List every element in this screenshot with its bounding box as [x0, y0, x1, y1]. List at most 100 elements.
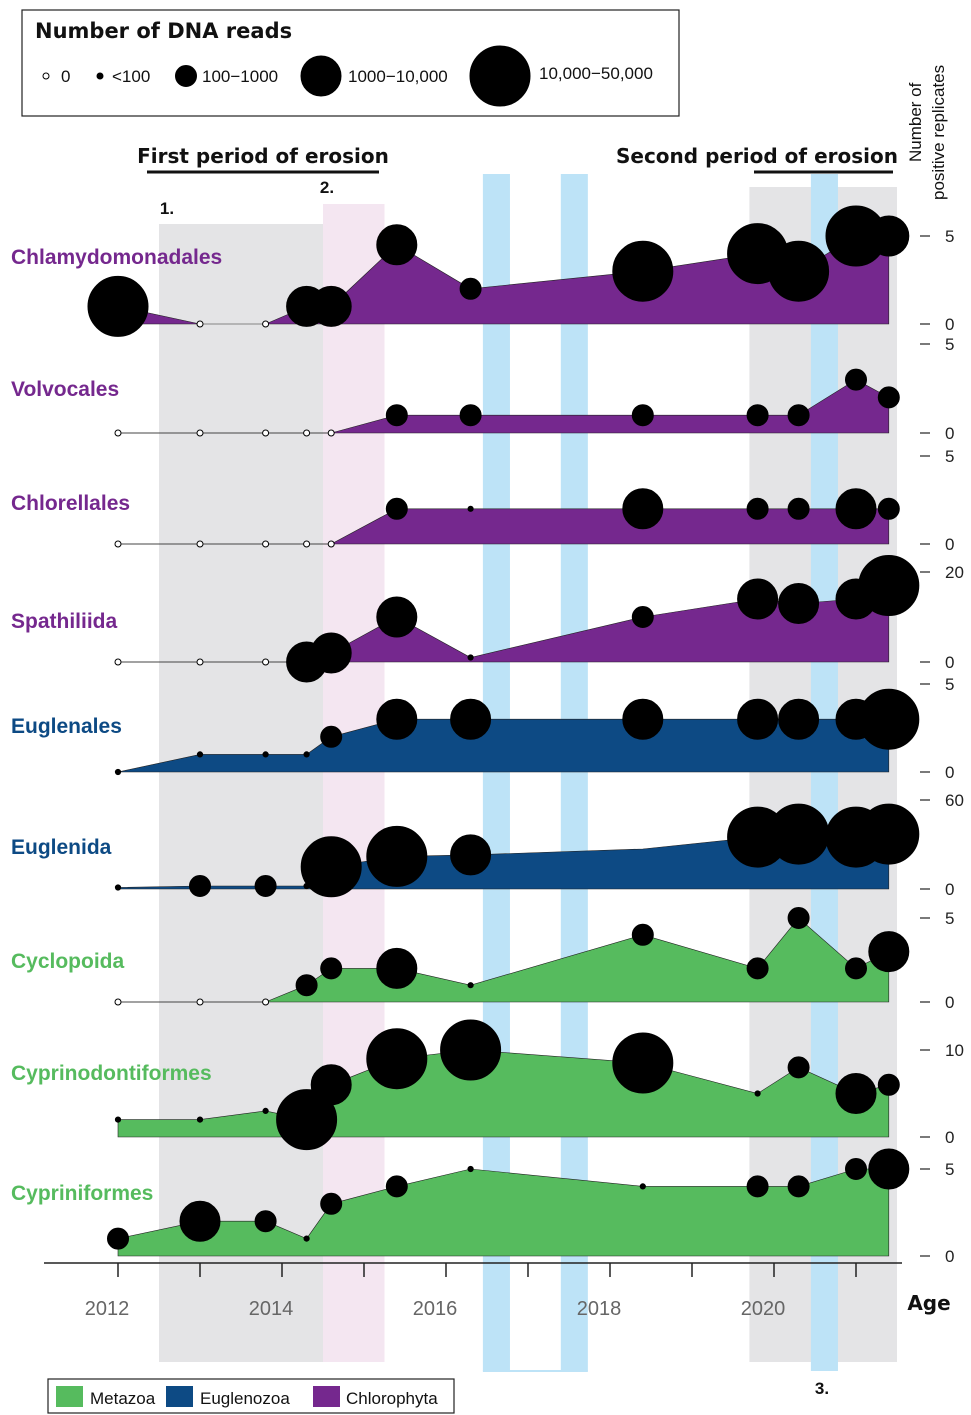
group-legend-swatch	[166, 1386, 193, 1407]
data-point	[320, 957, 343, 980]
data-point	[196, 658, 204, 666]
data-point	[467, 505, 474, 512]
data-point	[622, 488, 664, 530]
size-legend-label: 10,000−50,000	[539, 64, 653, 83]
period-marker: 1.	[160, 199, 174, 218]
x-axis: Age 2012 2014 2016 2018 2020	[44, 1262, 951, 1320]
data-point	[114, 540, 122, 548]
y-tick-label: 0	[945, 1247, 954, 1266]
data-point	[835, 1073, 877, 1114]
data-point	[262, 658, 270, 666]
first-period-label: First period of erosion	[137, 144, 389, 168]
taxon-row: Cyprinodontiformes 10 0	[11, 1019, 964, 1151]
data-point	[835, 488, 877, 530]
y-tick-label: 5	[945, 447, 954, 466]
data-point	[877, 1073, 900, 1096]
data-point	[746, 1175, 769, 1198]
data-point	[320, 725, 343, 748]
group-legend-swatch	[313, 1386, 340, 1407]
size-legend-circle	[469, 45, 531, 107]
data-point	[262, 540, 270, 548]
data-point	[845, 1158, 867, 1180]
y-axis-title-line1: Number of	[906, 82, 925, 162]
taxon-label: Spathiliida	[11, 610, 118, 633]
group-legend-box	[47, 1378, 455, 1414]
taxon-row: Euglenales 5 0	[11, 675, 954, 782]
data-point	[366, 825, 428, 887]
data-point	[262, 1107, 269, 1115]
data-point	[467, 982, 474, 989]
data-point	[196, 429, 204, 437]
size-legend-label: 1000−10,000	[348, 67, 448, 86]
data-point	[303, 429, 311, 437]
data-point	[327, 540, 335, 548]
data-point	[114, 429, 122, 437]
y-tick-label: 60	[945, 791, 964, 810]
data-point	[858, 803, 920, 865]
data-point	[845, 957, 867, 980]
data-point	[746, 957, 769, 980]
y-tick-label: 0	[945, 993, 954, 1012]
data-point	[768, 803, 830, 865]
data-point	[107, 1227, 129, 1250]
data-point	[868, 1148, 910, 1190]
size-legend-title: Number of DNA reads	[35, 19, 292, 43]
highlight-band	[560, 174, 588, 1371]
data-point	[366, 1028, 428, 1090]
second-period-label: Second period of erosion	[616, 144, 898, 168]
data-point	[778, 698, 820, 740]
taxon-label: Cypriniformes	[11, 1182, 153, 1205]
data-point	[87, 275, 149, 337]
taxon-label: Euglenida	[11, 836, 112, 859]
y-tick-label: 5	[945, 227, 954, 246]
taxon-label: Chlorellales	[11, 492, 130, 515]
group-legend-swatch	[56, 1386, 83, 1407]
data-point	[858, 688, 920, 750]
data-point	[196, 1116, 204, 1123]
y-tick-label: 0	[945, 1128, 954, 1147]
period-marker: 3.	[815, 1379, 829, 1398]
size-legend-circle	[96, 72, 104, 80]
data-point	[440, 1019, 502, 1081]
data-point	[295, 974, 318, 997]
x-tick-label: 2012	[85, 1298, 130, 1320]
data-point	[303, 751, 310, 758]
data-point	[376, 698, 418, 740]
data-point	[612, 240, 674, 302]
data-point	[310, 285, 352, 327]
data-point	[114, 998, 122, 1006]
group-legend-label: Euglenozoa	[200, 1389, 290, 1408]
y-tick-label: 5	[945, 909, 954, 928]
data-point	[114, 884, 122, 891]
data-point	[868, 931, 910, 973]
data-point	[754, 1090, 761, 1097]
highlight-band	[810, 174, 838, 1371]
series-area	[331, 508, 890, 545]
data-point	[376, 596, 418, 638]
y-tick-label: 0	[945, 535, 954, 554]
taxon-label: Cyprinodontiformes	[11, 1062, 212, 1085]
data-point	[622, 698, 664, 740]
data-point	[303, 540, 311, 548]
data-point	[196, 751, 204, 758]
taxon-row: Euglenida 60 0	[11, 791, 964, 899]
size-legend: Number of DNA reads 0 <100 100−1000 1000−10…	[21, 9, 680, 117]
data-point	[262, 320, 270, 328]
data-point	[787, 1175, 810, 1198]
background-bands: 1. 2. 3.	[159, 174, 897, 1398]
size-legend-label: <100	[112, 67, 150, 86]
data-point	[254, 875, 277, 897]
x-tick-label: 2016	[413, 1298, 458, 1320]
data-point	[737, 698, 779, 740]
data-point	[459, 277, 482, 300]
data-point	[787, 497, 810, 520]
data-point	[746, 404, 769, 427]
y-tick-label: 5	[945, 335, 954, 354]
x-tick-label: 2018	[577, 1298, 622, 1320]
x-axis-title: Age	[907, 1291, 950, 1315]
y-axis-title-line2: positive replicates	[929, 65, 948, 200]
size-legend-circle	[300, 55, 342, 97]
data-point	[450, 834, 492, 876]
y-tick-label: 0	[945, 315, 954, 334]
